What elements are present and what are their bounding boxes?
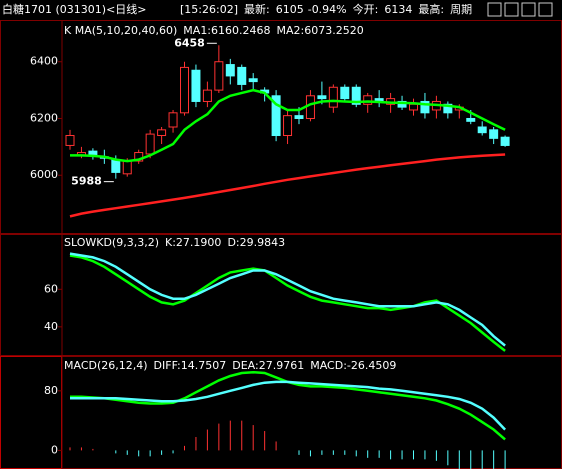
panel-title: SLOWKD(9,3,3,2): [64, 236, 159, 249]
header-item: -0.94%: [308, 3, 347, 16]
series-line: [69, 254, 506, 352]
y-tick-label: 6000: [30, 168, 58, 181]
series-line: [70, 380, 507, 431]
candle-body: [145, 133, 155, 155]
candle-body: [191, 69, 201, 102]
legend-entry: MA2:6073.2520: [277, 24, 364, 37]
max-label: 6458: [174, 36, 205, 49]
series-line: [69, 252, 506, 347]
candle-body: [180, 66, 189, 114]
tool-button[interactable]: [538, 2, 553, 17]
candle-body: [466, 117, 476, 122]
y-tick-label: 80: [44, 384, 58, 397]
candle-body: [168, 112, 178, 128]
header-item: 今开:: [353, 2, 379, 16]
candle-body: [214, 61, 224, 91]
header-item[interactable]: 周期: [450, 3, 472, 16]
y-tick-label: 6400: [30, 55, 58, 68]
y-tick-label: 6200: [30, 111, 58, 124]
candle-body: [500, 136, 510, 146]
candle-body: [340, 86, 350, 100]
legend-entry: D:29.9843: [227, 236, 285, 249]
candle-body: [225, 64, 235, 77]
tool-button[interactable]: [521, 2, 536, 17]
candle-body: [202, 89, 212, 102]
header-title: 白糖1701 (031301)<日线>: [2, 2, 147, 16]
legend-entry: DIFF:14.7507: [154, 359, 227, 372]
header-item: [15:26:02]: [180, 3, 238, 16]
min-label: 5988: [71, 175, 102, 188]
candle-body: [443, 103, 453, 114]
candle-body: [305, 95, 315, 119]
candle-body: [111, 159, 121, 173]
toolbar: [487, 2, 553, 17]
header-item: 最新:: [244, 2, 270, 16]
tool-button[interactable]: [487, 2, 502, 17]
header-item: 最高:: [418, 2, 444, 16]
series-line: [69, 153, 506, 218]
candle-body: [248, 78, 258, 83]
candle-body: [122, 160, 132, 175]
panel-title: K MA(5,10,20,40,60): [64, 24, 177, 37]
candle-body: [420, 100, 430, 114]
candle-body: [409, 103, 418, 111]
candle-body: [65, 135, 75, 146]
y-tick-label: 40: [44, 320, 58, 333]
candle-body: [397, 100, 407, 108]
candle-body: [157, 129, 167, 137]
panel-title: MACD(26,12,4): [64, 359, 148, 372]
header-item: 6134: [384, 3, 412, 16]
legend-entry: DEA:27.9761: [232, 359, 304, 372]
header-item: 6105: [276, 3, 304, 16]
candle-body: [489, 129, 499, 139]
candle-body: [294, 115, 304, 119]
candle-body: [317, 95, 327, 100]
candle-body: [351, 86, 361, 105]
series-line: [70, 88, 506, 163]
candle-body: [283, 115, 293, 137]
y-tick-label: 60: [44, 282, 58, 295]
candle-body: [328, 86, 338, 108]
tool-button[interactable]: [504, 2, 519, 17]
legend-entry: MACD:-26.4509: [310, 359, 396, 372]
candle-body: [237, 66, 247, 85]
candle-body: [363, 95, 373, 105]
legend-entry: MA1:6160.2468: [183, 24, 270, 37]
y-tick-label: 0: [51, 443, 58, 456]
candle-body: [477, 126, 487, 134]
legend-entry: K:27.1900: [165, 236, 221, 249]
candle-body: [271, 95, 281, 137]
